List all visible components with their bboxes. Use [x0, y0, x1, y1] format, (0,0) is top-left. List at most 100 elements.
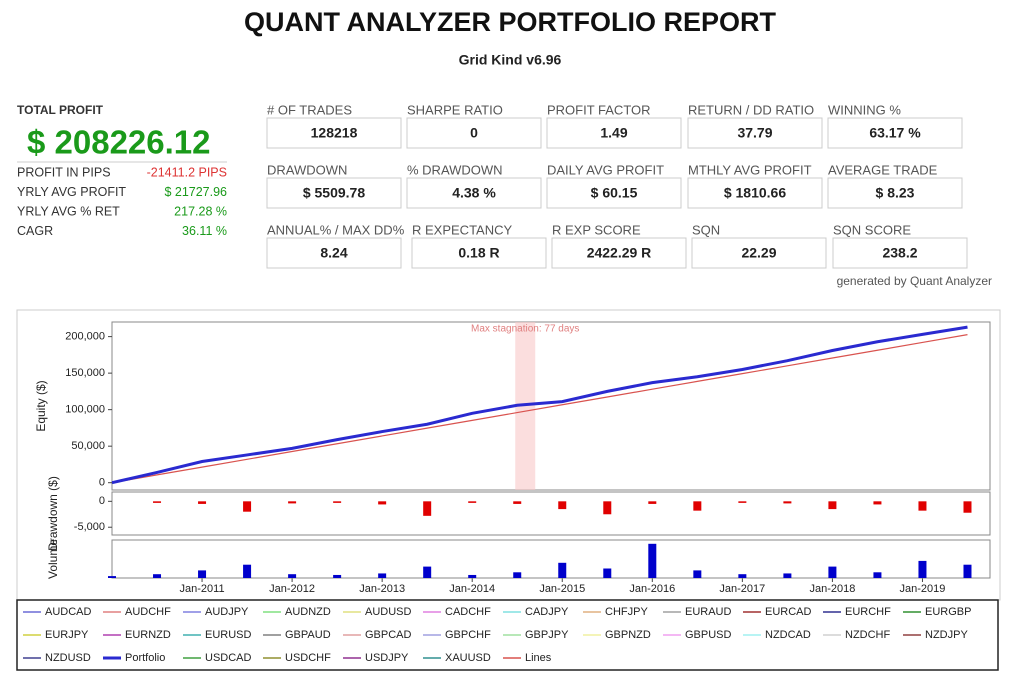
note: generated by Quant Analyzer	[837, 274, 992, 288]
summary-label: PROFIT IN PIPS	[17, 165, 111, 179]
metric-box	[266, 237, 402, 269]
x-tick-label: Jan-2011	[180, 583, 225, 595]
metric-box	[266, 117, 402, 149]
metric-label: PROFIT FACTOR	[547, 102, 651, 117]
bar	[333, 574, 342, 578]
metric-label: SQN SCORE	[833, 222, 911, 237]
legend-label: AUDUSD	[365, 606, 412, 618]
x-tick-label: Jan-2012	[269, 583, 315, 595]
bar	[558, 501, 567, 510]
metric-box	[687, 117, 823, 149]
bar	[288, 501, 297, 504]
bar	[243, 501, 252, 512]
bar	[198, 570, 207, 578]
metric-label: # OF TRADES	[267, 102, 352, 117]
metric-box	[832, 237, 968, 269]
legend-label: NZDUSD	[45, 652, 91, 664]
bar	[333, 501, 342, 503]
metric-value: 1.49	[600, 125, 627, 141]
metric-label: ANNUAL% / MAX DD%	[267, 222, 405, 237]
metric-box	[827, 117, 963, 149]
metric-label: R EXP SCORE	[552, 222, 641, 237]
metric-value: 0	[470, 125, 478, 141]
annotation: Max stagnation: 77 days	[471, 324, 579, 335]
bar	[828, 501, 837, 510]
total-profit-value: $ 208226.12	[27, 124, 211, 161]
metric-value: 37.79	[737, 125, 772, 141]
legend-label: NZDCHF	[845, 629, 890, 641]
legend-label: EURJPY	[45, 629, 89, 641]
x-tick-label: Jan-2016	[629, 583, 675, 595]
metric-label: WINNING %	[828, 102, 901, 117]
legend-label: XAUUSD	[445, 652, 491, 664]
legend-label: AUDCHF	[125, 606, 171, 618]
metric-label: SQN	[692, 222, 720, 237]
metric-box	[406, 177, 542, 209]
legend-label: GBPAUD	[285, 629, 331, 641]
summary-value: $ 21727.96	[164, 185, 227, 199]
metric-value: $ 60.15	[591, 185, 638, 201]
legend-label: CHFJPY	[605, 606, 648, 618]
legend-label: Portfolio	[125, 652, 165, 664]
legend-label: CADCHF	[445, 606, 491, 618]
legend-label: USDCAD	[205, 652, 252, 664]
metric-value: 22.29	[741, 245, 776, 261]
legend-label: CADJPY	[525, 606, 569, 618]
bar	[648, 543, 657, 578]
bar	[288, 574, 297, 578]
bar	[603, 501, 612, 515]
legend-label: GBPUSD	[685, 629, 732, 641]
plot-area	[111, 491, 991, 536]
summary-label: YRLY AVG % RET	[17, 204, 120, 218]
bar	[243, 564, 252, 578]
legend-label: GBPCAD	[365, 629, 412, 641]
x-tick-label: Jan-2014	[449, 583, 495, 595]
metric-value: $ 1810.66	[724, 185, 786, 201]
bar	[783, 573, 792, 578]
y-tick-label: 50,000	[71, 440, 105, 452]
legend-label: NZDJPY	[925, 629, 968, 641]
metric-box	[827, 177, 963, 209]
legend-label: EURAUD	[685, 606, 732, 618]
summary-value: -21411.2 PIPS	[147, 165, 227, 179]
series-line	[111, 334, 968, 484]
metric-value: 2422.29 R	[587, 245, 652, 261]
bar	[153, 574, 162, 578]
metric-box	[266, 177, 402, 209]
y-tick-label: 200,000	[65, 331, 105, 343]
metric-value: $ 8.23	[876, 185, 915, 201]
plot-area	[111, 539, 991, 579]
x-tick-label: Jan-2019	[900, 583, 946, 595]
bar	[828, 566, 837, 578]
legend-label: GBPCHF	[445, 629, 491, 641]
legend-label: AUDJPY	[205, 606, 249, 618]
metric-box	[691, 237, 827, 269]
x-tick-label: Jan-2015	[539, 583, 585, 595]
legend-label: EURCHF	[845, 606, 891, 618]
y-tick-label: 0	[99, 495, 105, 507]
bar	[423, 501, 432, 516]
bar	[468, 574, 477, 578]
summary-label: YRLY AVG PROFIT	[17, 185, 126, 199]
bar	[963, 564, 972, 578]
bar	[648, 501, 657, 504]
bar	[783, 501, 792, 504]
y-axis-label: Drawdown ($)	[46, 476, 60, 551]
bar	[468, 501, 477, 503]
plot-area	[111, 321, 991, 491]
bar	[423, 566, 432, 578]
y-tick-label: -5,000	[74, 521, 105, 533]
metric-box	[546, 177, 682, 209]
metric-box	[411, 237, 547, 269]
metric-box	[546, 117, 682, 149]
legend-label: EURNZD	[125, 629, 171, 641]
bar	[873, 501, 882, 505]
bar	[738, 574, 747, 578]
metric-label: RETURN / DD RATIO	[688, 102, 814, 117]
legend-label: EURCAD	[765, 606, 812, 618]
bar	[873, 572, 882, 578]
metric-value: 4.38 %	[452, 185, 496, 201]
legend-label: GBPNZD	[605, 629, 651, 641]
